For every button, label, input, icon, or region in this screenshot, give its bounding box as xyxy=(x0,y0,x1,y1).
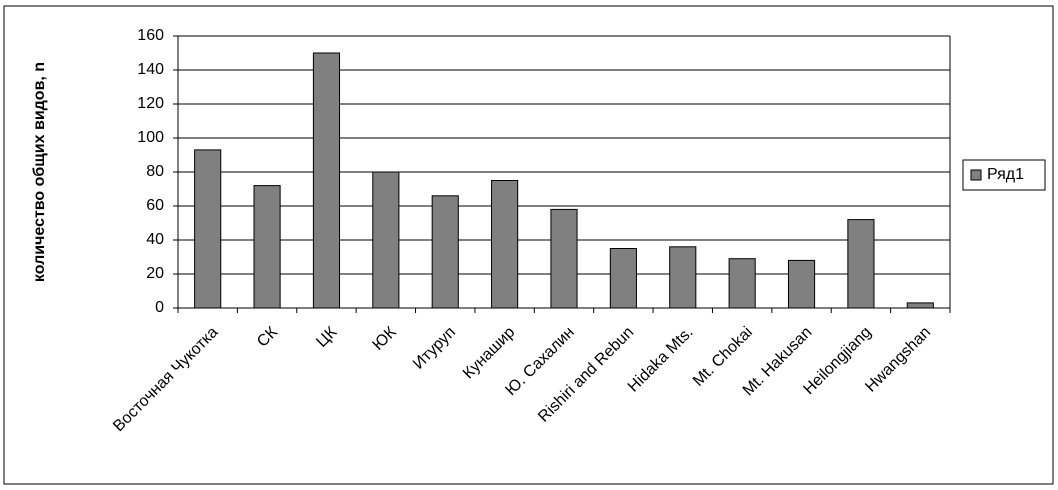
chart-frame xyxy=(3,5,1054,485)
bar xyxy=(787,259,816,309)
y-tick-label: 80 xyxy=(146,163,164,180)
bar xyxy=(312,52,341,309)
bar xyxy=(431,195,459,309)
y-axis-title: количество общих видов, n xyxy=(31,62,48,282)
y-tick-label: 140 xyxy=(137,61,164,78)
legend-label: Ряд1 xyxy=(987,166,1024,183)
y-tick-label: 0 xyxy=(155,299,164,316)
y-tick-label: 160 xyxy=(137,27,164,44)
bar xyxy=(372,171,400,309)
bar xyxy=(253,185,281,309)
legend-swatch xyxy=(970,169,982,181)
bar xyxy=(906,302,934,309)
bar xyxy=(491,180,519,309)
y-tick-label: 60 xyxy=(146,197,164,214)
bar xyxy=(728,258,756,309)
y-tick-label: 40 xyxy=(146,231,164,248)
y-tick-label: 20 xyxy=(146,265,164,282)
bar xyxy=(194,149,222,309)
bar xyxy=(550,208,578,309)
bar xyxy=(669,246,697,309)
bar xyxy=(609,248,637,309)
bar xyxy=(847,219,875,309)
y-tick-label: 120 xyxy=(137,95,164,112)
y-tick-label: 100 xyxy=(137,129,164,146)
